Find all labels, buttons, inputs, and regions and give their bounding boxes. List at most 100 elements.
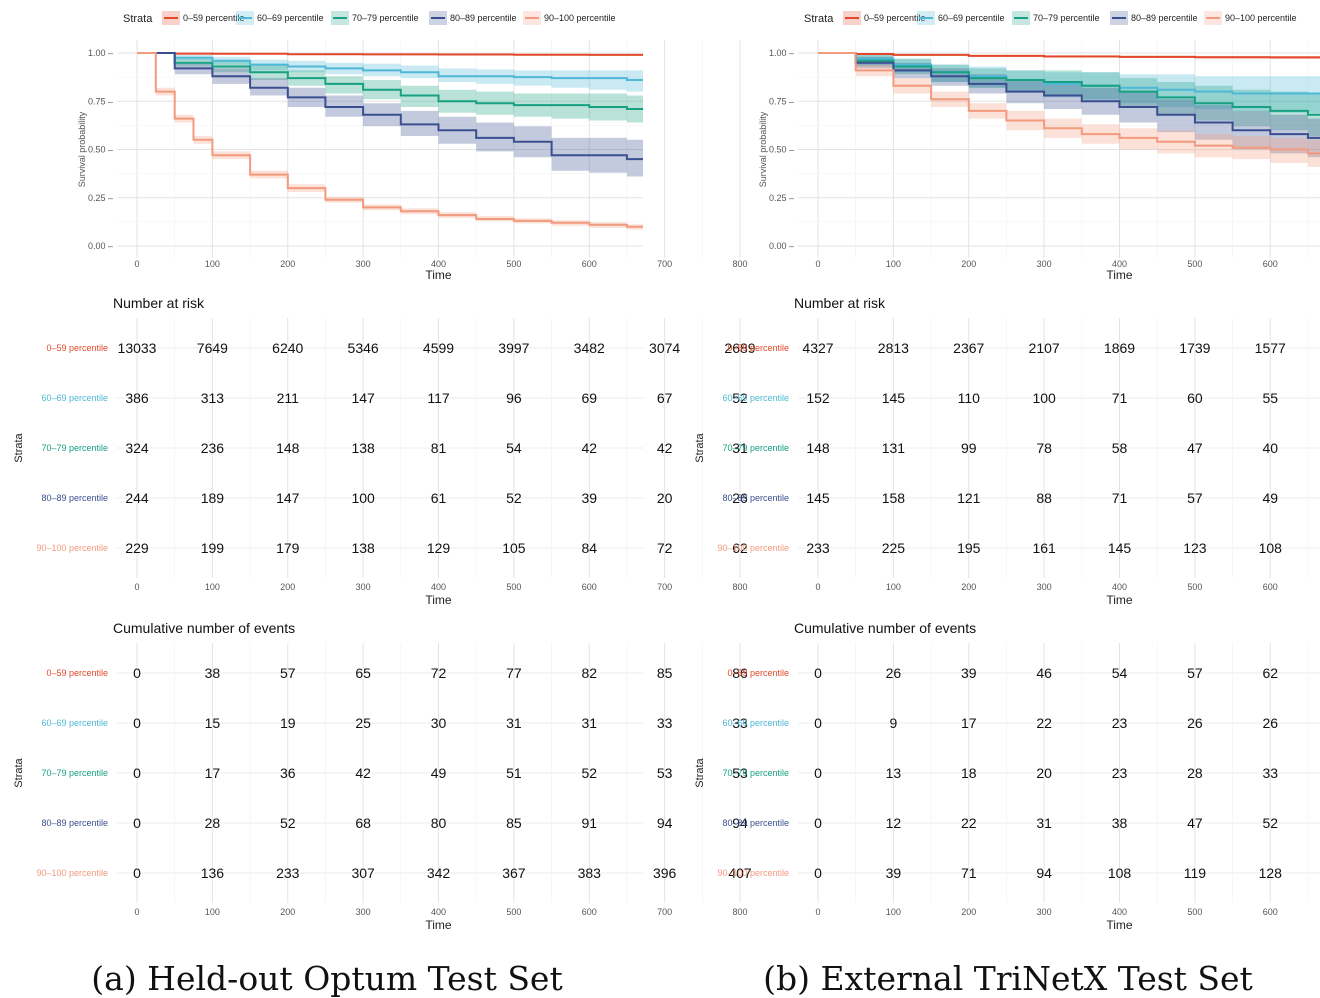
table-x-tick: 600 — [1263, 582, 1278, 592]
table-cell: 51 — [506, 765, 522, 781]
table-x-tick: 200 — [280, 582, 295, 592]
row-label: 60–69 percentile — [722, 718, 789, 728]
legend-item: 70–79 percentile — [1012, 11, 1100, 25]
table-x-tick: 0 — [815, 907, 820, 917]
x-tick-label: 100 — [205, 259, 220, 269]
table-x-tick: 500 — [506, 582, 521, 592]
table-x-tick: 300 — [1037, 582, 1052, 592]
table-cell: 69 — [581, 390, 597, 406]
table-cell: 117 — [427, 390, 450, 406]
x-axis-title: Time — [425, 268, 452, 282]
table-cell: 12 — [886, 815, 902, 831]
legend-label: 90–100 percentile — [1225, 13, 1297, 23]
table-x-tick: 500 — [1187, 907, 1202, 917]
table-cell: 99 — [961, 440, 977, 456]
ci-band — [137, 53, 643, 123]
table-cell: 60 — [1187, 390, 1203, 406]
table-cell: 138 — [351, 540, 375, 556]
table-cell: 386 — [125, 390, 149, 406]
table-cell: 5346 — [348, 340, 379, 356]
table-cell: 52 — [280, 815, 296, 831]
table-cell: 148 — [806, 440, 830, 456]
table-cell: 13033 — [118, 340, 157, 356]
legend-label: 0–59 percentile — [864, 13, 926, 23]
table-title: Cumulative number of events — [794, 620, 976, 636]
x-tick-label: 500 — [1187, 259, 1202, 269]
y-axis-title: Survival probability — [758, 111, 768, 187]
table-cell: 38 — [1112, 815, 1128, 831]
panel-optum: Strata 0–59 percentile 60–69 percentile 70–… — [13, 11, 756, 932]
table-cell: 57 — [1187, 490, 1203, 506]
table-cell: 1739 — [1179, 340, 1210, 356]
legend-item: 90–100 percentile — [523, 11, 616, 25]
row-label: 0–59 percentile — [46, 668, 108, 678]
table-cell: 94 — [657, 815, 673, 831]
cumulative-events-table: Cumulative number of events 0–59 percenti… — [13, 620, 752, 932]
table-cell: 49 — [1262, 490, 1278, 506]
table-cell: 47 — [1187, 440, 1203, 456]
table-x-tick: 0 — [134, 907, 139, 917]
survival-curve — [137, 52, 643, 110]
table-cell: 23 — [1112, 715, 1128, 731]
table-cell: 138 — [351, 440, 375, 456]
table-cell: 1869 — [1104, 340, 1135, 356]
table-cell: 123 — [1183, 540, 1207, 556]
table-cell: 229 — [125, 540, 149, 556]
table-cell: 39 — [961, 665, 977, 681]
legend-label: 0–59 percentile — [183, 13, 245, 23]
table-cell: 199 — [201, 540, 225, 556]
table-cell: 58 — [1112, 440, 1128, 456]
table-cell: 307 — [351, 865, 375, 881]
table-cell: 88 — [1036, 490, 1052, 506]
x-tick-label: 700 — [657, 259, 672, 269]
table-cell: 52 — [506, 490, 522, 506]
legend-label: 60–69 percentile — [257, 13, 324, 23]
legend-item: 70–79 percentile — [331, 11, 419, 25]
survival-curve — [818, 52, 1320, 116]
row-label: 80–89 percentile — [722, 493, 789, 503]
table-cell: 26 — [886, 665, 902, 681]
x-tick-label: 500 — [506, 259, 521, 269]
table-cell: 147 — [351, 390, 375, 406]
row-label: 80–89 percentile — [722, 818, 789, 828]
table-cell: 407 — [728, 865, 752, 881]
legend-label: 80–89 percentile — [450, 13, 517, 23]
y-axis-title: Survival probability — [77, 111, 87, 187]
table-x-title: Time — [425, 918, 452, 932]
table-title: Number at risk — [113, 295, 205, 311]
table-cell: 13 — [886, 765, 902, 781]
table-cell: 49 — [431, 765, 447, 781]
table-x-tick: 200 — [961, 907, 976, 917]
table-cell: 0 — [814, 865, 822, 881]
table-cell: 80 — [431, 815, 447, 831]
table-cell: 40 — [1262, 440, 1278, 456]
table-cell: 78 — [1036, 440, 1052, 456]
table-cell: 0 — [814, 715, 822, 731]
row-label: 70–79 percentile — [41, 768, 108, 778]
table-cell: 52 — [732, 390, 748, 406]
table-cell: 23 — [1112, 765, 1128, 781]
table-cell: 0 — [814, 815, 822, 831]
table-cell: 148 — [276, 440, 300, 456]
table-cell: 84 — [581, 540, 597, 556]
table-cell: 71 — [1112, 390, 1128, 406]
table-cell: 55 — [1262, 390, 1278, 406]
ci-band — [818, 53, 1320, 158]
strata-axis-title: Strata — [13, 757, 25, 787]
table-cell: 36 — [280, 765, 296, 781]
row-label: 70–79 percentile — [41, 443, 108, 453]
table-cell: 31 — [732, 440, 748, 456]
row-label: 90–100 percentile — [717, 868, 789, 878]
table-cell: 47 — [1187, 815, 1203, 831]
table-cell: 3997 — [498, 340, 529, 356]
table-cell: 100 — [351, 490, 375, 506]
table-x-tick: 400 — [431, 582, 446, 592]
table-cell: 39 — [581, 490, 597, 506]
table-cell: 233 — [806, 540, 830, 556]
table-cell: 100 — [1032, 390, 1056, 406]
survival-curve — [137, 52, 643, 161]
table-cell: 33 — [732, 715, 748, 731]
row-label: 60–69 percentile — [41, 393, 108, 403]
table-title: Cumulative number of events — [113, 620, 295, 636]
cumulative-events-table: Cumulative number of events 0–59 percenti… — [694, 620, 1320, 932]
